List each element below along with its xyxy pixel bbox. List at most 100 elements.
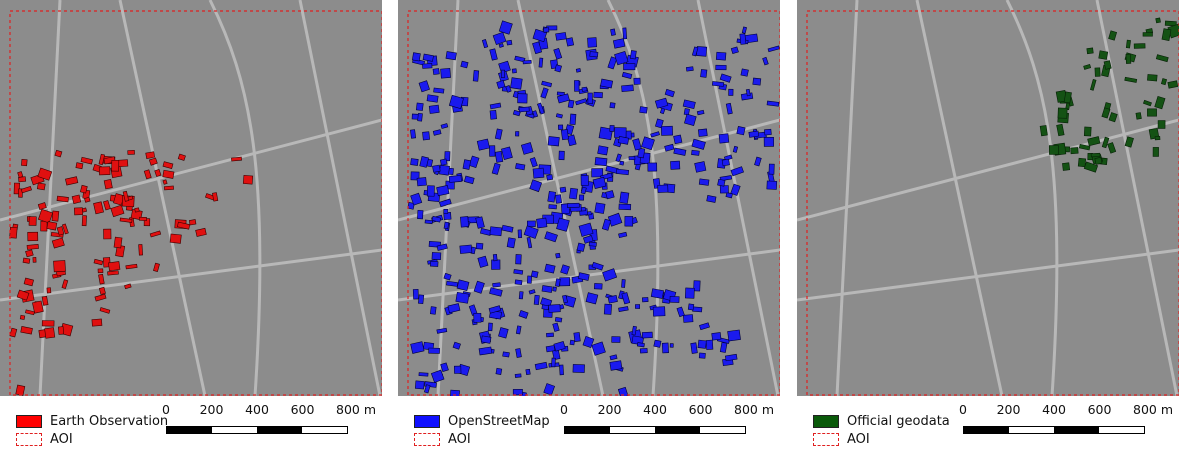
building-footprint (693, 280, 701, 292)
building-footprint (84, 196, 91, 203)
building-footprint (567, 99, 575, 109)
building-footprint (544, 263, 556, 274)
building-footprint (553, 47, 563, 60)
street-network (797, 0, 1179, 396)
building-footprint (1142, 99, 1152, 107)
building-footprint (541, 304, 550, 311)
building-footprint (432, 68, 440, 75)
building-footprint (526, 275, 533, 284)
building-footprint (534, 361, 548, 371)
building-footprint (533, 294, 540, 306)
building-footprint (1101, 136, 1110, 149)
building-footprint (443, 208, 449, 214)
building-footprint (177, 221, 191, 230)
scale-bar-segments (963, 426, 1145, 434)
building-footprint (430, 260, 439, 267)
aoi-boundary (9, 10, 382, 396)
building-footprint (51, 237, 65, 249)
building-footprint (410, 192, 423, 206)
building-footprint (655, 118, 664, 129)
building-footprint (614, 51, 629, 66)
building-footprint (456, 279, 470, 291)
building-footprint (410, 171, 420, 181)
building-footprint (1125, 53, 1132, 64)
building-footprint (537, 102, 545, 115)
building-footprint (611, 336, 621, 343)
building-footprint (418, 80, 430, 93)
building-footprint (694, 161, 707, 173)
building-footprint (514, 279, 523, 286)
building-footprint (506, 237, 516, 249)
building-footprint (495, 367, 503, 375)
building-footprint (546, 174, 554, 181)
building-footprint (754, 156, 762, 167)
building-footprint (443, 221, 450, 230)
building-footprint (17, 171, 24, 179)
building-footprint (447, 303, 461, 314)
building-footprint (476, 138, 490, 151)
building-footprint (418, 372, 429, 377)
building-footprint (513, 269, 524, 275)
scale-tick-label: 800 m (335, 402, 377, 417)
building-footprint (169, 233, 182, 244)
building-footprint (443, 272, 452, 281)
building-footprint (51, 210, 60, 222)
building-footprint (575, 98, 588, 106)
building-footprint (546, 332, 554, 338)
building-footprint (676, 306, 685, 318)
building-footprint (46, 221, 58, 231)
building-footprint (557, 124, 564, 130)
building-footprint (411, 52, 421, 62)
building-footprint (565, 37, 575, 47)
building-footprint (562, 294, 568, 304)
building-footprint (594, 157, 608, 167)
building-footprint (706, 195, 717, 203)
building-footprint (543, 383, 556, 396)
building-footprint (46, 287, 52, 294)
building-footprint (188, 219, 197, 226)
building-footprint (25, 309, 35, 316)
building-footprint (639, 348, 648, 354)
building-footprint (639, 106, 648, 114)
building-footprint (81, 207, 88, 213)
building-footprint (477, 255, 489, 268)
building-footprint (460, 60, 469, 69)
map-panel-earth-observation: Earth Observation AOI 0 200 400 600 800 m (0, 0, 382, 459)
building-footprint (624, 216, 634, 227)
building-footprint (544, 231, 558, 243)
building-footprint (696, 109, 705, 116)
building-footprint (498, 43, 504, 48)
building-footprint (428, 347, 440, 354)
building-footprint (432, 164, 441, 173)
building-footprint (1108, 30, 1118, 41)
building-footprint (601, 218, 612, 231)
building-footprints (9, 149, 254, 396)
building-footprint (528, 289, 536, 295)
legend-swatch-aoi (813, 432, 839, 446)
building-footprint (585, 292, 599, 305)
aerial-map (0, 0, 382, 396)
building-footprint (514, 55, 526, 63)
building-footprint (724, 353, 738, 362)
scale-bar-segments (564, 426, 746, 434)
building-footprint (1108, 112, 1118, 123)
map-legend: Earth Observation AOI 0 200 400 600 800 m (10, 396, 382, 456)
building-footprint (719, 342, 728, 353)
scale-tick-label: 400 (1042, 402, 1066, 417)
building-footprint (650, 131, 660, 138)
building-footprint (426, 185, 435, 197)
building-footprint (1094, 67, 1101, 77)
building-footprint (422, 53, 434, 62)
building-footprint (715, 51, 727, 61)
building-footprint (594, 283, 603, 290)
building-footprint (748, 130, 760, 138)
building-footprint (498, 327, 509, 339)
building-footprint (725, 102, 733, 115)
building-footprint (512, 109, 521, 117)
building-footprint (1056, 123, 1065, 137)
building-footprint (1098, 50, 1109, 60)
scale-bar: 0 200 400 600 800 m (560, 402, 774, 442)
building-footprint (700, 69, 708, 78)
building-footprint (692, 306, 703, 313)
building-footprint (1164, 20, 1177, 27)
